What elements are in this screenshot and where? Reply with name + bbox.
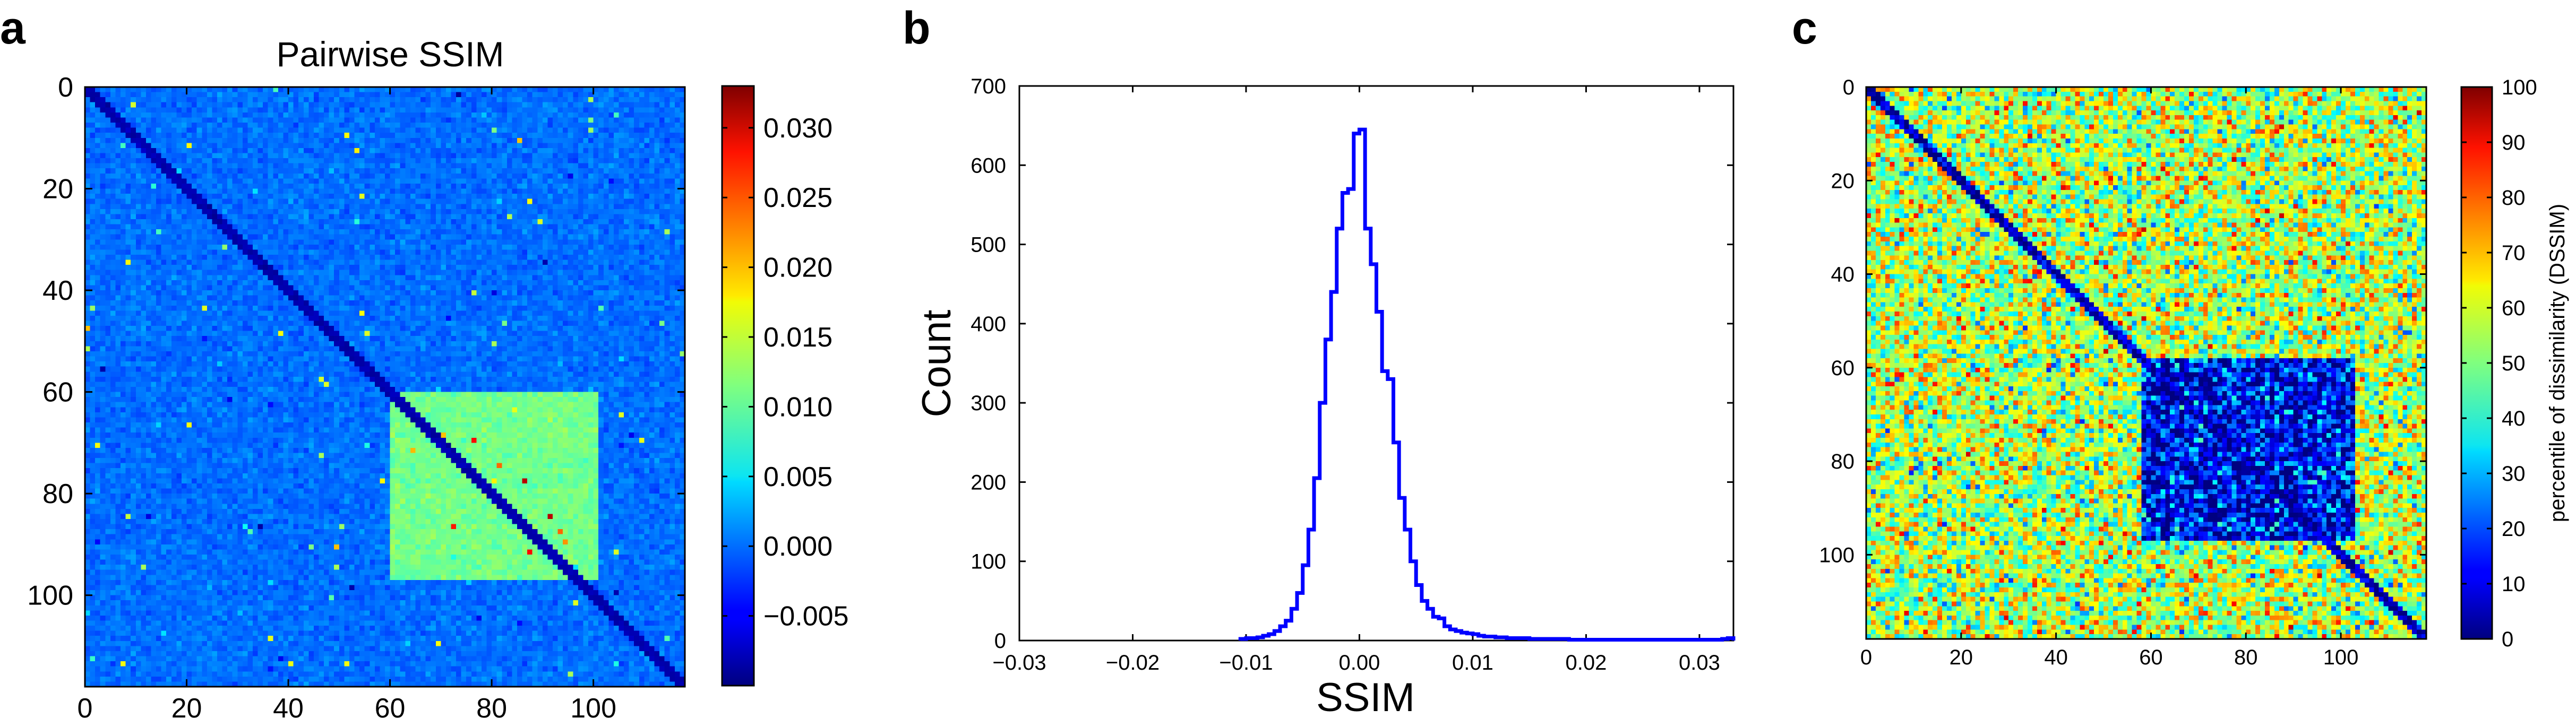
panel-letter-a: a: [0, 3, 26, 54]
heatmap-a-ticks: 0 20 40 60 80 100 0 20 40 60 80 100: [27, 72, 685, 718]
x-tick-label: −0.03: [992, 651, 1046, 674]
colorbar-tick-label: 0.020: [763, 253, 832, 283]
y-tick-label: 40: [42, 275, 73, 306]
y-tick-label: 80: [42, 479, 73, 509]
colorbar-tick-label: 90: [2502, 131, 2526, 154]
colorbar-tick-label: 70: [2502, 241, 2526, 265]
colorbar-tick-label: −0.005: [763, 601, 849, 632]
chart-title: Pairwise SSIM: [276, 34, 504, 74]
y-tick-label: 100: [971, 550, 1006, 574]
colorbar-tick-label: 0.005: [763, 462, 832, 492]
panel-letter-c: c: [1792, 3, 1817, 54]
x-tick-label: 20: [171, 693, 202, 718]
x-tick-label: 60: [2139, 646, 2163, 669]
colorbar-a: [721, 85, 755, 687]
dssim-percentile-heatmap: [1866, 87, 2426, 639]
colorbar-tick-label: 60: [2502, 297, 2526, 320]
x-tick-label: −0.02: [1106, 651, 1160, 674]
y-tick-label: 300: [971, 392, 1006, 415]
heatmap-frame: [1865, 86, 2427, 640]
y-tick-label: 400: [971, 313, 1006, 336]
x-tick-label: 80: [476, 693, 507, 718]
x-tick-label: 100: [2323, 646, 2359, 669]
y-tick-label: 20: [1831, 169, 1855, 193]
colorbar-tick-label: 0.000: [763, 531, 832, 562]
x-tick-label: 0.03: [1679, 651, 1720, 674]
colorbar-tick-label: 100: [2502, 76, 2537, 99]
histogram-series-line: [1238, 127, 1736, 642]
x-tick-label: 0.00: [1339, 651, 1380, 674]
y-tick-label: 60: [42, 377, 73, 408]
colorbar-tick-label: 30: [2502, 462, 2526, 486]
plot-frame: [1018, 85, 1734, 642]
colorbar-tick-label: 10: [2502, 573, 2526, 596]
y-tick-label: 0: [1843, 76, 1854, 99]
colorbar-tick-label: 40: [2502, 407, 2526, 430]
x-tick-label: 40: [2044, 646, 2068, 669]
x-tick-label: 80: [2234, 646, 2258, 669]
x-tick-label: 60: [375, 693, 406, 718]
x-tick-label: −0.01: [1219, 651, 1273, 674]
colorbar-label: percentile of dissimilarity (DSSIM): [2546, 204, 2569, 522]
colorbar-tick-label: 0.025: [763, 183, 832, 213]
y-tick-label: 80: [1831, 450, 1855, 473]
colorbar-tick-label: 0: [2502, 628, 2513, 651]
y-tick-label: 100: [1819, 543, 1854, 567]
colorbar-a-ticks: 0.030 0.025 0.020 0.015 0.010 0.005 0.000 −0.00…: [722, 113, 849, 632]
y-tick-label: 20: [42, 174, 73, 205]
panel-b: b −0.03 −0.02 −0.01 0.00 0.01 0.02 0.03 0 100 200…: [903, 3, 1736, 718]
histogram-ticks: −0.03 −0.02 −0.01 0.00 0.01 0.02 0.03 0 100 200 30…: [971, 75, 1733, 674]
x-tick-label: 0: [78, 693, 93, 718]
x-axis-label: SSIM: [1316, 675, 1415, 718]
colorbar-tick-label: 0.015: [763, 322, 832, 353]
x-tick-label: 0: [1860, 646, 1872, 669]
heatmap-c-ticks: 0 20 40 60 80 100 0 20 40 60 80 100: [1819, 76, 2426, 669]
y-tick-label: 0: [994, 629, 1006, 653]
y-tick-label: 0: [58, 72, 73, 103]
colorbar-tick-label: 20: [2502, 517, 2526, 541]
colorbar-tick-label: 0.030: [763, 113, 832, 144]
y-tick-label: 700: [971, 75, 1006, 98]
histogram-axes: [1018, 85, 1734, 642]
y-tick-label: 500: [971, 233, 1006, 257]
y-tick-label: 40: [1831, 263, 1855, 287]
y-tick-label: 600: [971, 154, 1006, 177]
x-tick-label: 40: [273, 693, 304, 718]
ssim-heatmap: [85, 87, 685, 687]
x-tick-label: 100: [570, 693, 616, 718]
y-tick-label: 100: [27, 581, 73, 611]
y-tick-label: 200: [971, 471, 1006, 494]
panel-a: a Pairwise SSIM 0 20 40 60 80 100 0 20 40 60 80 100…: [0, 3, 849, 718]
x-tick-label: 0.02: [1566, 651, 1607, 674]
y-axis-label: Count: [914, 310, 959, 418]
panel-letter-b: b: [903, 3, 931, 54]
heatmap-frame: [84, 86, 686, 688]
x-tick-label: 20: [1950, 646, 1973, 669]
colorbar-tick-label: 0.010: [763, 392, 832, 422]
colorbar-tick-label: 50: [2502, 352, 2526, 375]
x-tick-label: 0.01: [1452, 651, 1493, 674]
y-tick-label: 60: [1831, 357, 1855, 380]
colorbar-tick-label: 80: [2502, 186, 2526, 210]
